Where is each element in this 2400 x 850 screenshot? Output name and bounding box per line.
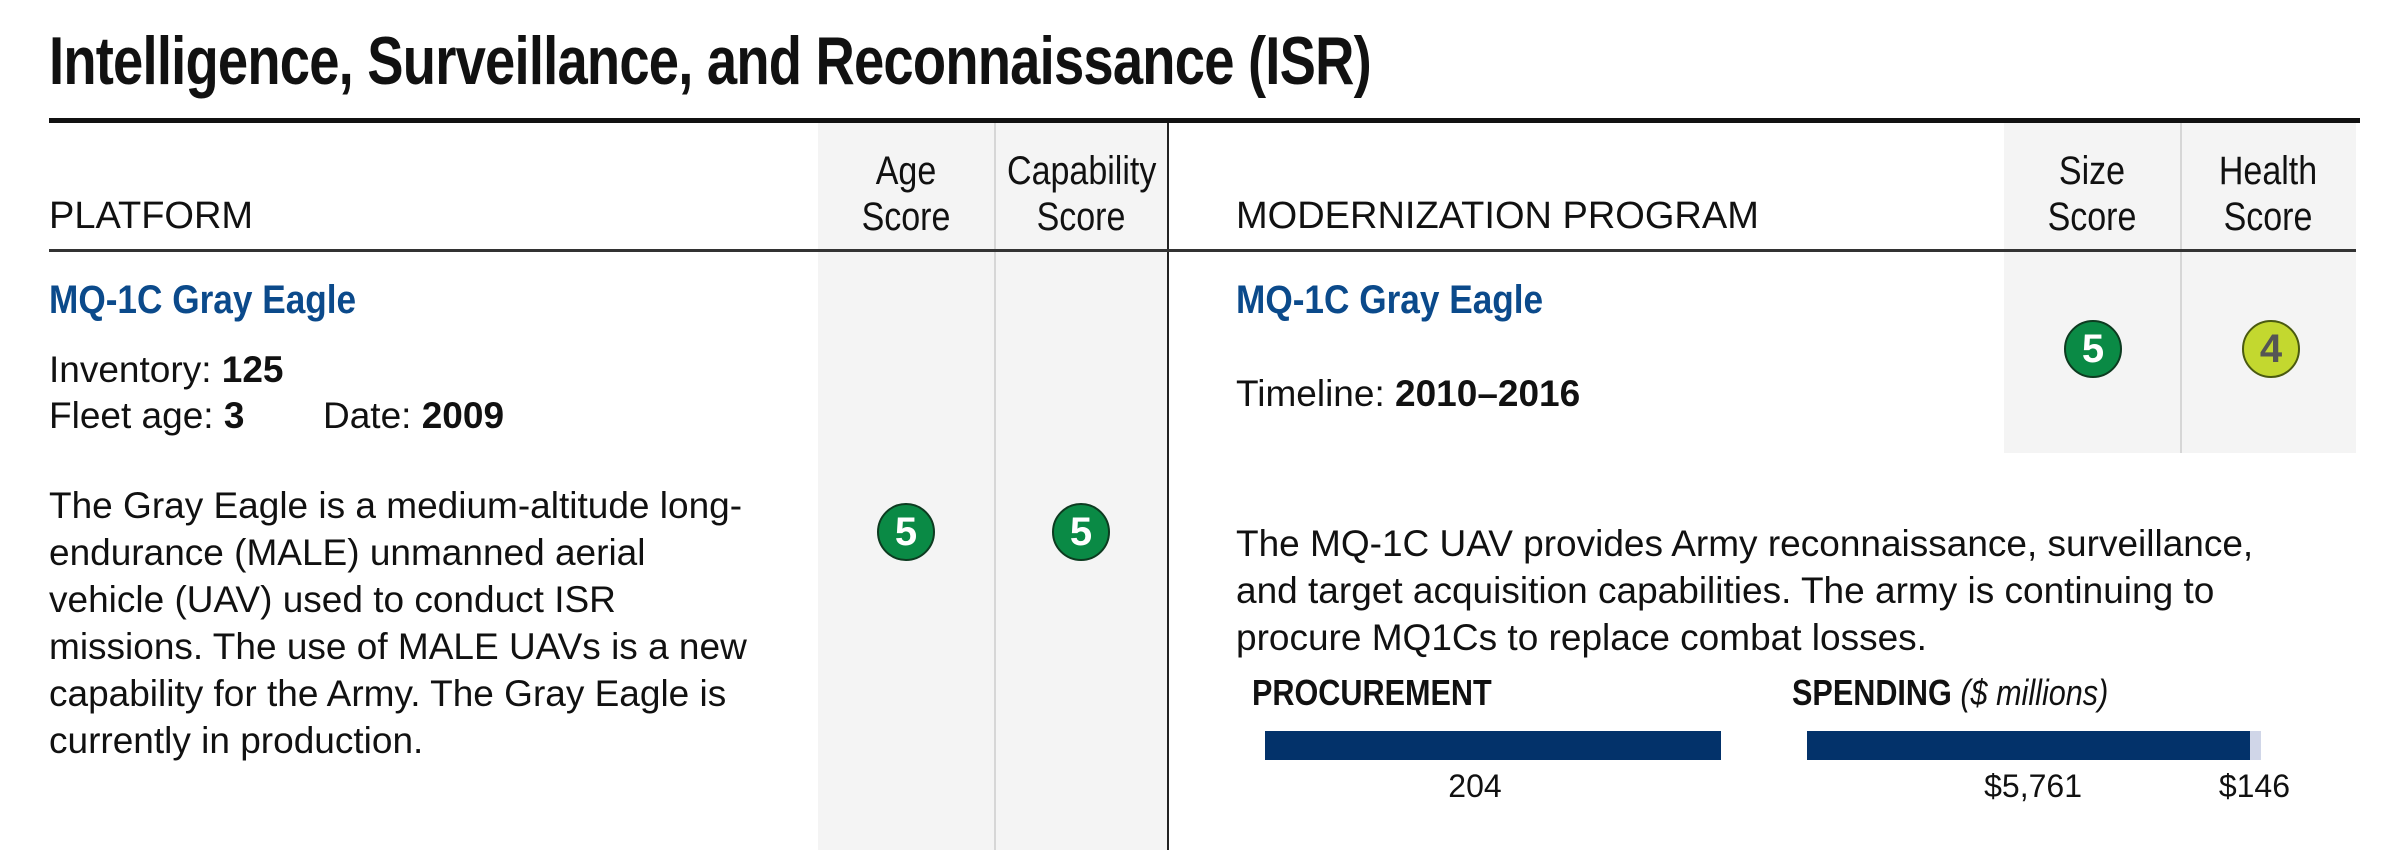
capability-score-header: Capability Score <box>1007 148 1157 240</box>
spending-remaining-segment <box>2249 731 2261 760</box>
title-rule <box>49 118 2360 123</box>
score-divider <box>994 123 996 850</box>
header-line: Health <box>2218 149 2318 193</box>
spending-unit: ($ millions) <box>1960 672 2109 713</box>
spending-spent-value: $5,761 <box>1984 768 2082 804</box>
fleet-age: Fleet age: 3 <box>49 392 244 439</box>
platform-description: The Gray Eagle is a medium-altitude long… <box>49 485 747 761</box>
inventory-label: Inventory: <box>49 349 212 390</box>
spending-title: SPENDING <box>1792 672 1952 713</box>
score-divider <box>2180 123 2182 453</box>
program-name: MQ-1C Gray Eagle <box>1236 278 1544 322</box>
platform-header: PLATFORM <box>49 195 254 237</box>
procurement-label: PROCUREMENT <box>1252 672 1492 713</box>
header-line: Score <box>2223 195 2313 239</box>
capability-score-badge: 5 <box>1052 503 1110 561</box>
program-description: The MQ-1C UAV provides Army reconnaissan… <box>1236 523 2254 658</box>
platform-score-columns <box>818 123 1168 850</box>
inventory-value: 125 <box>221 349 284 390</box>
header-line: Age <box>875 149 937 193</box>
fleet-age-value: 3 <box>223 395 245 436</box>
program-header: MODERNIZATION PROGRAM <box>1236 195 1759 237</box>
procurement-value: 204 <box>1448 768 1502 804</box>
size-score-badge: 5 <box>2064 320 2122 378</box>
spending-label: SPENDING ($ millions) <box>1792 672 2108 714</box>
header-line: Size <box>2058 149 2126 193</box>
spending-remaining-value: $146 <box>2218 768 2290 804</box>
procurement-bar <box>1265 731 1721 760</box>
date-value: 2009 <box>421 395 505 436</box>
header-rule <box>49 249 2356 252</box>
size-score-header: Size Score <box>2017 148 2167 240</box>
inventory: Inventory: 125 <box>49 346 284 393</box>
timeline-label: Timeline: <box>1236 373 1385 414</box>
age-score-header: Age Score <box>831 148 981 240</box>
spending-spent-segment <box>1807 731 2250 760</box>
spending-bar <box>1807 731 2261 760</box>
timeline-value: 2010–2016 <box>1395 373 1581 414</box>
page-title: Intelligence, Surveillance, and Reconnai… <box>49 23 1372 99</box>
health-score-badge: 4 <box>2242 320 2300 378</box>
fleet-age-label: Fleet age: <box>49 395 214 436</box>
timeline: Timeline: 2010–2016 <box>1236 370 1580 417</box>
header-line: Capability <box>1007 149 1157 193</box>
header-line: Score <box>2047 195 2137 239</box>
date-label: Date: <box>323 395 412 436</box>
section-divider <box>1167 123 1169 850</box>
health-score-header: Health Score <box>2193 148 2343 240</box>
platform-name: MQ-1C Gray Eagle <box>49 278 357 322</box>
header-line: Score <box>1036 195 1126 239</box>
header-line: Score <box>861 195 951 239</box>
age-score-badge: 5 <box>877 503 935 561</box>
date: Date: 2009 <box>323 392 504 439</box>
